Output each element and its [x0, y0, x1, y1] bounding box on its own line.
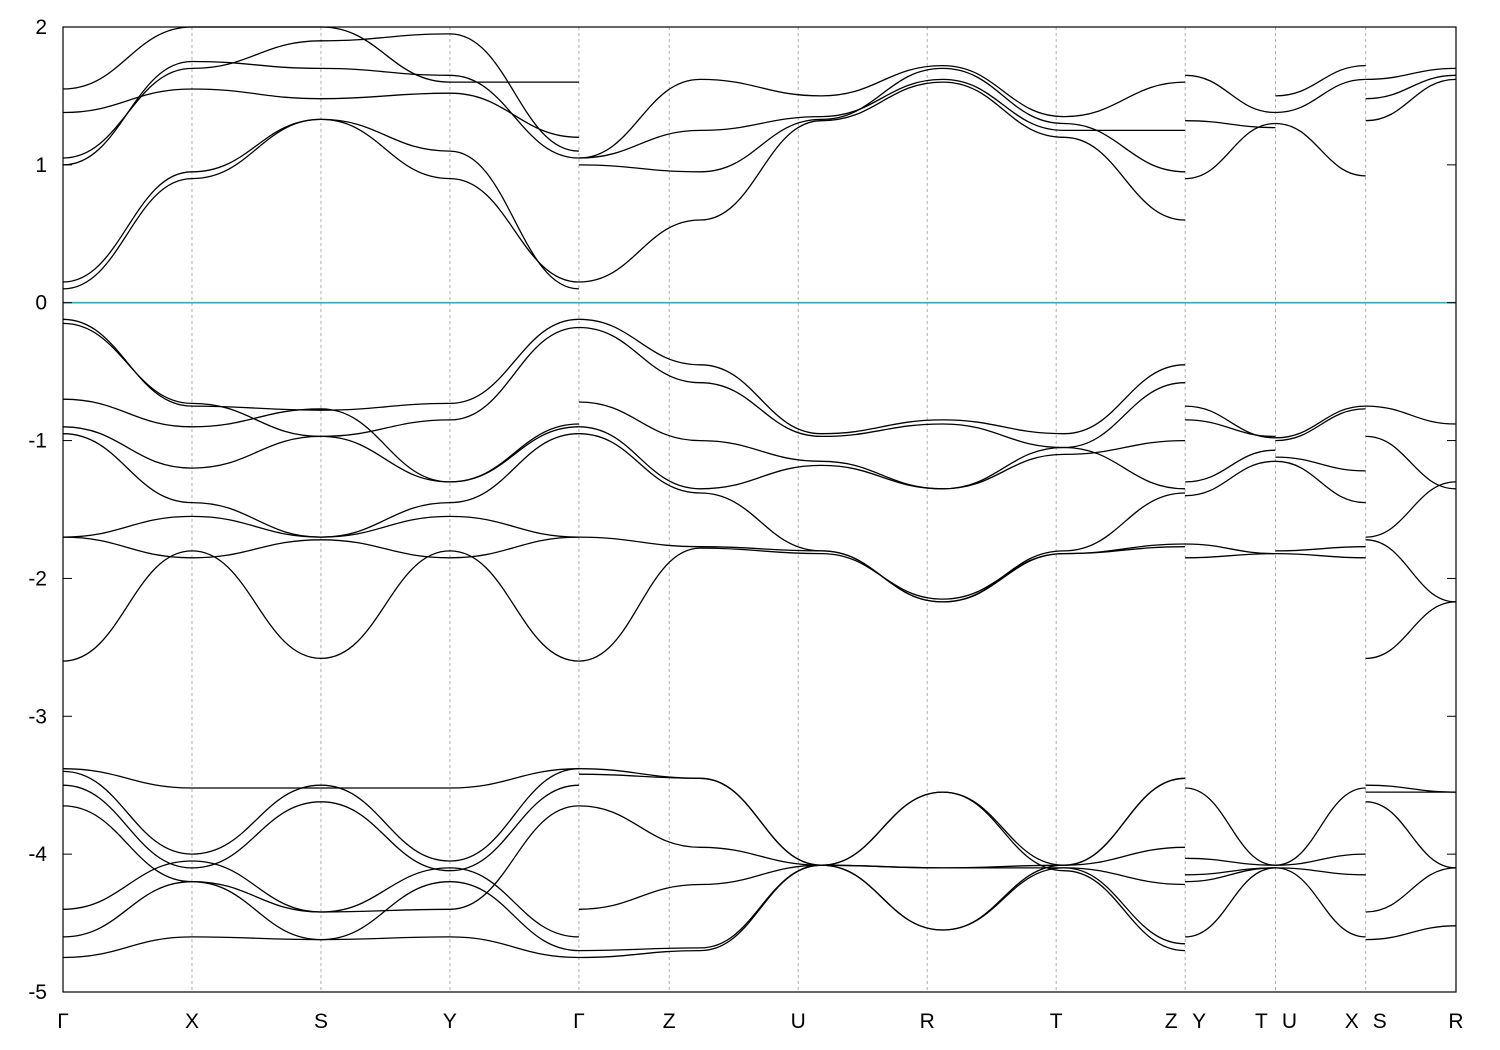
y-tick-label: -2: [28, 567, 47, 590]
band-line: [578, 805, 1186, 869]
band-line: [1275, 460, 1366, 504]
band-line: [578, 67, 1186, 173]
band-line: [1275, 552, 1366, 559]
kpoint-label: Y: [1192, 1010, 1206, 1033]
band-line: [578, 536, 1186, 603]
y-tick-label: 0: [35, 292, 47, 315]
band-line: [578, 326, 1186, 449]
y-tick-label: -4: [28, 843, 47, 866]
band-line: [1185, 122, 1276, 180]
band-line: [1185, 552, 1276, 559]
y-tick-label: 1: [35, 154, 47, 177]
band-line: [1185, 460, 1276, 497]
kpoint-label: R: [920, 1010, 935, 1033]
band-line: [62, 768, 579, 789]
band-line: [578, 81, 1186, 283]
band-line: [578, 78, 1186, 159]
band-line: [62, 768, 579, 862]
band-line: [578, 768, 1186, 866]
kpoint-label: Z: [663, 1010, 676, 1033]
band-line: [1185, 405, 1276, 439]
band-line: [62, 33, 579, 159]
band-line: [1185, 120, 1276, 129]
band-line: [1275, 78, 1366, 114]
band-line: [1185, 543, 1276, 555]
band-line: [62, 536, 579, 559]
band-line: [62, 860, 579, 938]
y-tick-label: -3: [28, 705, 47, 728]
band-line: [578, 543, 1186, 662]
band-line: [1365, 435, 1457, 490]
kpoint-label: T: [1050, 1010, 1063, 1033]
band-line: [1275, 867, 1366, 938]
band-line: [578, 864, 1186, 910]
band-line: [1185, 449, 1276, 483]
band-line: [1365, 601, 1457, 660]
band-line: [62, 426, 579, 483]
band-line: [578, 318, 1186, 435]
band-line: [62, 60, 579, 166]
kpoint-label: Γ: [57, 1010, 69, 1033]
band-line: [1185, 857, 1276, 866]
band-line: [62, 550, 579, 662]
kpoint-label: U: [791, 1010, 806, 1033]
kpoint-label: X: [1345, 1010, 1359, 1033]
band-line: [1365, 539, 1457, 603]
kpoint-label: S: [1373, 1010, 1387, 1033]
band-line: [578, 64, 1186, 159]
band-line: [1275, 456, 1366, 472]
band-line: [1275, 787, 1366, 866]
band-line: [1185, 867, 1276, 883]
band-line: [578, 773, 1186, 931]
band-line: [1275, 853, 1366, 866]
band-line: [1185, 419, 1276, 438]
kpoint-label: S: [314, 1010, 328, 1033]
band-line: [1365, 867, 1457, 913]
y-axis: 2 1 0 -1 -2 -3 -4 -5: [28, 16, 1456, 1004]
band-line: [578, 864, 1186, 952]
band-line: [1365, 78, 1457, 122]
kpoint-label: U: [1282, 1010, 1297, 1033]
band-line: [62, 784, 579, 872]
kpoint-label: Z: [1165, 1010, 1178, 1033]
kpoint-label: Γ: [573, 1010, 585, 1033]
band-line: [62, 515, 579, 538]
band-line: [1275, 408, 1366, 442]
band-line: [1365, 481, 1457, 538]
band-line: [578, 401, 1186, 490]
band-line: [62, 936, 579, 959]
band-line: [1185, 74, 1276, 114]
band-line: [578, 426, 1186, 490]
band-line: [578, 791, 1186, 959]
y-tick-label: 2: [35, 16, 47, 39]
band-line: [1185, 787, 1276, 866]
band-line: [1365, 784, 1457, 793]
kpoint-grid-lines: [191, 27, 1367, 992]
band-line: [1365, 925, 1457, 941]
y-tick-label: -1: [28, 430, 47, 453]
kpoint-label: X: [185, 1010, 199, 1033]
band-line: [1275, 122, 1366, 177]
band-line: [1275, 867, 1366, 876]
y-tick-label: -5: [28, 981, 47, 1004]
band-line: [1365, 67, 1457, 81]
band-line: [1365, 801, 1457, 869]
band-line: [1275, 546, 1366, 552]
kpoint-label: Y: [443, 1010, 457, 1033]
band-line: [62, 118, 579, 290]
kpoint-label: R: [1448, 1010, 1463, 1033]
band-line: [1275, 64, 1366, 97]
band-line: [1365, 405, 1457, 425]
band-line: [1365, 74, 1457, 100]
band-line: [62, 88, 579, 138]
plot-frame: [62, 26, 1457, 993]
kpoint-label: T: [1255, 1010, 1268, 1033]
band-line: [1275, 405, 1366, 439]
band-line: [1185, 867, 1276, 938]
band-lines: [62, 26, 1457, 959]
